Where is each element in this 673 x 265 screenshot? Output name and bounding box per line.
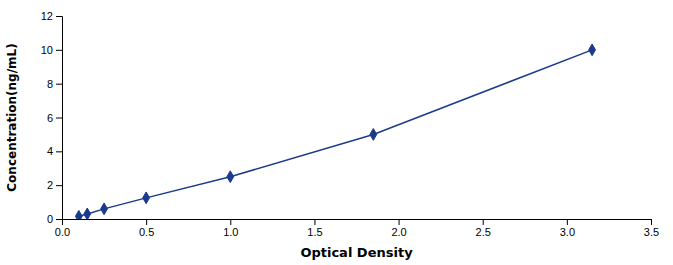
marker [84, 208, 91, 219]
tick-label: 8 [47, 78, 53, 90]
tick-mark [56, 151, 62, 152]
x-axis: 0.0 0.5 1.0 1.5 2.0 2.5 3.0 3.5 [55, 219, 659, 238]
tick-mark [56, 118, 62, 119]
plot: 0.0 0.5 1.0 1.5 2.0 2.5 3.0 3.5 0 2 4 6 8 10 12 [41, 10, 659, 238]
tick-label: 0 [47, 213, 53, 225]
tick-label: 12 [41, 10, 53, 22]
tick: 4 [47, 145, 62, 157]
marker [370, 129, 377, 141]
line [79, 50, 592, 216]
tick: 2.0 [391, 219, 406, 238]
marker [75, 210, 82, 219]
tick: 3.0 [560, 219, 575, 238]
y-axis-title: Concentration(ng/mL) [5, 43, 19, 191]
tick: 10 [41, 44, 62, 56]
tick-mark [56, 185, 62, 186]
tick-mark [56, 50, 62, 51]
marker [101, 203, 108, 215]
tick-mark [230, 219, 231, 225]
x-axis-title: Optical Density [300, 245, 413, 260]
marker [589, 44, 596, 56]
tick-label: 1.0 [223, 226, 238, 238]
tick-mark [399, 219, 400, 225]
y-axis: 0 2 4 6 8 10 12 [41, 10, 63, 225]
axis-line [63, 220, 652, 226]
tick: 0.0 [55, 219, 70, 238]
tick-label: 3.5 [644, 226, 659, 238]
chart: 0.0 0.5 1.0 1.5 2.0 2.5 3.0 3.5 0 2 4 6 8 10 12 Optical… [0, 0, 673, 265]
tick: 2.5 [476, 219, 491, 238]
tick-mark [567, 219, 568, 225]
tick-label: 6 [47, 112, 53, 124]
tick-mark [651, 219, 652, 225]
tick: 3.5 [644, 219, 659, 238]
marker [227, 171, 234, 183]
tick-mark [56, 219, 62, 220]
tick: 1.5 [307, 219, 322, 238]
tick: 8 [47, 78, 62, 90]
axis-line [56, 17, 63, 220]
tick: 2 [47, 179, 62, 191]
tick-label: 3.0 [560, 226, 575, 238]
tick-label: 0.5 [139, 226, 154, 238]
tick-label: 1.5 [307, 226, 322, 238]
tick-label: 2.5 [476, 226, 491, 238]
tick: 1.0 [223, 219, 238, 238]
tick-mark [146, 219, 147, 225]
tick: 12 [41, 10, 62, 22]
tick-mark [56, 16, 62, 17]
tick-label: 2 [47, 179, 53, 191]
tick-label: 2.0 [391, 226, 406, 238]
series [75, 44, 595, 219]
tick-mark [314, 219, 315, 225]
tick-label: 10 [41, 44, 53, 56]
tick-mark [56, 84, 62, 85]
tick: 6 [47, 112, 62, 124]
tick: 0.5 [139, 219, 154, 238]
tick-label: 0.0 [55, 226, 70, 238]
marker [143, 192, 150, 204]
tick-mark [483, 219, 484, 225]
tick: 0 [47, 213, 62, 225]
tick-label: 4 [47, 145, 53, 157]
